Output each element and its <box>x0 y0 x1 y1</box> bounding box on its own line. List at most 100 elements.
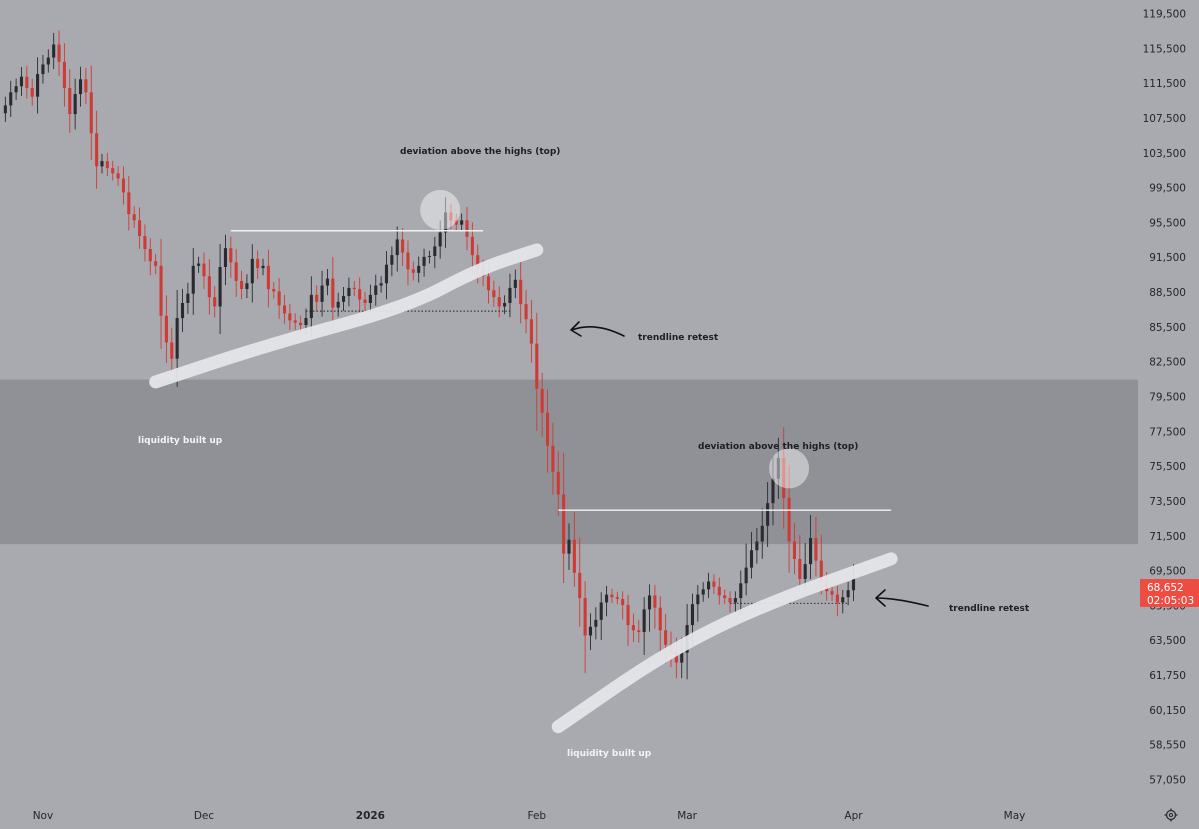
gear-icon[interactable] <box>1164 808 1178 822</box>
candle-body <box>486 276 491 291</box>
candle-body <box>9 92 13 106</box>
candle-body <box>696 594 700 605</box>
level-lines <box>230 230 892 604</box>
candle-body <box>524 304 528 320</box>
candle-body <box>808 538 813 565</box>
candle-body <box>352 287 356 290</box>
trendline-highlight <box>551 552 898 734</box>
annotation-deviation-top-1: deviation above the highs (top) <box>400 147 560 157</box>
candle-body <box>846 590 850 598</box>
annotation-liquidity-1: liquidity built up <box>138 436 223 446</box>
candle-body <box>62 61 66 88</box>
shaded-price-zone <box>0 379 1138 545</box>
candle-body <box>422 256 426 266</box>
candle-body <box>803 564 807 579</box>
candle-body <box>739 583 743 599</box>
price-tick-label: 77,500 <box>1149 426 1186 438</box>
candle-body <box>197 263 201 266</box>
candle-body <box>73 94 77 115</box>
countdown-label: 02:05:03 <box>1147 595 1194 607</box>
arrow-icon <box>876 597 929 607</box>
candle-body <box>508 287 512 303</box>
candle-body <box>229 248 233 263</box>
candle-body <box>309 294 313 319</box>
candle-body <box>449 212 453 221</box>
candle-body <box>272 289 276 292</box>
candle-body <box>717 586 721 596</box>
candle-body <box>476 255 480 270</box>
candle-body <box>127 192 131 215</box>
candle-body <box>460 220 464 225</box>
price-tick-label: 99,500 <box>1149 183 1186 195</box>
candle-body <box>111 168 115 174</box>
candle-body <box>723 595 727 599</box>
candle-body <box>728 598 732 603</box>
price-tick-label: 71,500 <box>1149 531 1186 543</box>
candle-body <box>588 626 593 636</box>
candle-body <box>89 92 93 134</box>
candle-body <box>798 558 802 579</box>
candle-body <box>567 539 571 554</box>
candle-body <box>438 232 442 247</box>
price-tick-label: 60,150 <box>1149 705 1186 717</box>
candle-body <box>202 263 206 277</box>
candle-body <box>851 578 856 591</box>
candle-body <box>218 267 222 307</box>
price-tick-label: 79,500 <box>1149 392 1186 404</box>
candle-body <box>46 57 50 65</box>
candle-body <box>256 258 260 269</box>
price-tick-label: 85,500 <box>1149 322 1186 334</box>
candle-body <box>325 278 330 286</box>
candle-body <box>304 318 308 326</box>
annotation-deviation-top-2: deviation above the highs (top) <box>698 442 858 452</box>
candle-body <box>234 262 238 281</box>
candle-body <box>293 320 297 323</box>
candle-body <box>180 302 185 319</box>
candle-body <box>792 541 797 559</box>
candle-body <box>680 652 684 663</box>
candle-body <box>465 220 469 237</box>
candle-body <box>358 289 362 300</box>
trendline-highlight <box>149 243 544 389</box>
candle-body <box>390 255 394 265</box>
price-tick-label: 75,500 <box>1149 461 1186 473</box>
candle-body <box>626 605 630 626</box>
annotation-trendline-retest-1: trendline retest <box>638 333 719 343</box>
candle-body <box>653 595 657 608</box>
price-tick-label: 91,500 <box>1149 252 1186 264</box>
candle-body <box>315 294 319 302</box>
candle-body <box>454 220 458 225</box>
candle-body <box>733 598 737 603</box>
candle-body <box>95 133 99 167</box>
arrow-icon <box>571 326 625 337</box>
price-axis[interactable]: 119,500 115,500 111,500 107,500 103,500 99,50… <box>1143 9 1186 787</box>
candle-body <box>540 388 544 413</box>
price-tick-label: 115,500 <box>1143 43 1186 55</box>
candle-body <box>647 595 652 610</box>
candle-body <box>347 287 351 297</box>
candle-body <box>406 252 410 270</box>
candle-body <box>191 265 195 294</box>
candle-body <box>379 283 383 286</box>
current-price-label: 68,652 <box>1147 582 1184 594</box>
candle-body <box>132 214 136 221</box>
candle-body <box>583 598 587 636</box>
time-tick-label: Mar <box>677 810 697 822</box>
candle-body <box>277 291 281 306</box>
candle-body <box>621 598 625 606</box>
candle-body <box>615 597 619 599</box>
candle-body <box>787 497 791 542</box>
candle-body <box>14 86 18 93</box>
candle-body <box>814 538 818 561</box>
price-tick-label: 61,750 <box>1149 670 1186 682</box>
candle-body <box>830 591 834 595</box>
time-tick-label: May <box>1004 810 1026 822</box>
time-tick-label: Apr <box>844 810 863 822</box>
candle-body <box>782 457 786 498</box>
current-price-tag: 68,652 02:05:03 <box>1140 579 1199 607</box>
candle-body <box>690 604 695 626</box>
time-tick-label: 2026 <box>356 810 385 822</box>
time-axis[interactable]: Nov Dec 2026 Feb Mar Apr May <box>33 810 1026 822</box>
